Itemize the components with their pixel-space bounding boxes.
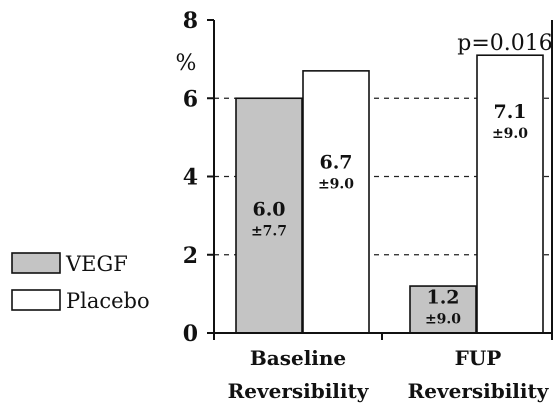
category-label-1: Reversibility [408, 379, 550, 403]
value-label-placebo-1: 7.1 [493, 101, 526, 123]
legend-label-vegf: VEGF [65, 252, 128, 276]
bar-placebo-1 [476, 54, 544, 334]
category-label-0: Baseline [250, 346, 346, 370]
sd-label-vegf-0: ±7.7 [251, 224, 287, 240]
sd-label-vegf-1: ±9.0 [425, 312, 461, 328]
y-tick-label: 4 [183, 165, 198, 191]
bar-vegf-1 [409, 285, 477, 334]
y-tick-labels: 0 2 4 6 8 [183, 8, 198, 347]
category-label-0: Reversibility [228, 379, 370, 403]
legend-label-placebo: Placebo [66, 289, 150, 313]
bar-placebo-0 [302, 70, 370, 334]
y-tick-label: 0 [183, 321, 198, 347]
value-label-vegf-1: 1.2 [426, 287, 459, 309]
category-label-1: FUP [455, 346, 502, 370]
sd-label-placebo-0: ±9.0 [318, 177, 354, 193]
y-tick-label: 6 [183, 86, 198, 112]
axes [207, 19, 553, 340]
y-tick-label: 2 [183, 243, 198, 269]
legend-swatch-placebo [11, 289, 61, 311]
category-labels: Baseline Reversibility FUP Reversibility [228, 346, 550, 403]
value-label-vegf-0: 6.0 [252, 199, 285, 221]
legend-swatch-vegf [11, 252, 61, 274]
bars [235, 54, 544, 334]
sd-label-placebo-1: ±9.0 [492, 126, 528, 142]
value-label-placebo-0: 6.7 [319, 152, 352, 174]
y-tick-label: 8 [183, 8, 198, 34]
value-labels: 6.0 ±7.7 6.7 ±9.0 1.2 ±9.0 7.1 ±9.0 [251, 101, 528, 328]
p-value-annotation: p=0.016 [457, 31, 553, 56]
y-unit-label: % [176, 51, 197, 76]
legend: VEGF Placebo [11, 252, 150, 313]
